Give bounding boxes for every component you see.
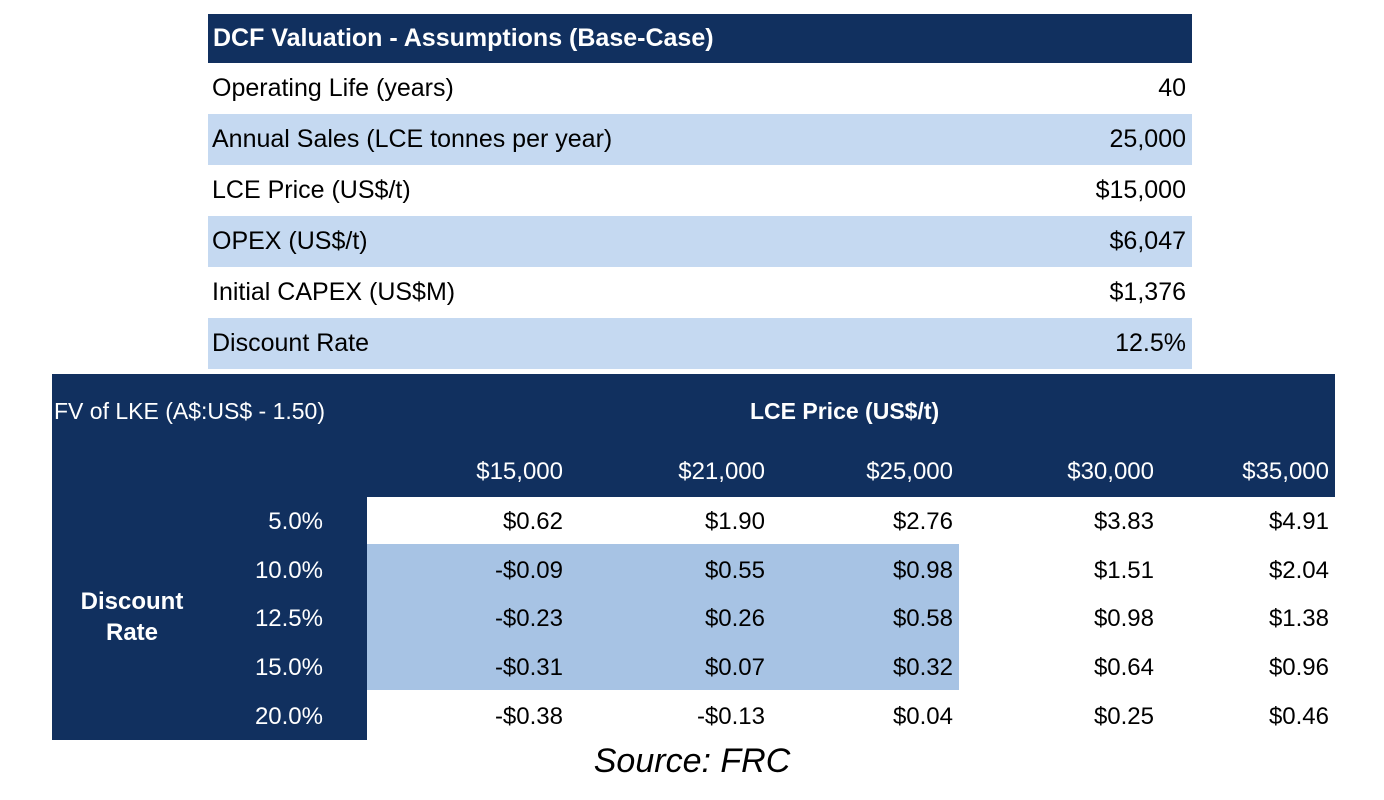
row-axis-label-line: Discount bbox=[80, 588, 184, 615]
sensitivity-cell: $0.62 bbox=[502, 508, 563, 535]
assumption-label: LCE Price (US$/t) bbox=[212, 176, 411, 204]
assumption-label: Annual Sales (LCE tonnes per year) bbox=[212, 125, 613, 153]
sensitivity-cell: -$0.38 bbox=[494, 703, 563, 730]
sensitivity-cell: $0.25 bbox=[1093, 703, 1154, 730]
sensitivity-cell: -$0.09 bbox=[494, 557, 563, 584]
assumption-value: 40 bbox=[1158, 74, 1186, 102]
sensitivity-cell: -$0.31 bbox=[494, 654, 563, 681]
source-caption: Source: FRC bbox=[593, 742, 791, 780]
assumption-label: OPEX (US$/t) bbox=[212, 227, 368, 255]
sensitivity-cell: $2.04 bbox=[1268, 557, 1329, 584]
assumption-row-opex: OPEX (US$/t) $6,047 bbox=[208, 216, 1192, 267]
assumption-value: 25,000 bbox=[1109, 125, 1186, 153]
rate-row-label: 10.0% bbox=[254, 557, 323, 584]
sensitivity-cell: $1.90 bbox=[704, 508, 765, 535]
sensitivity-cell: $0.32 bbox=[892, 654, 953, 681]
assumption-label: Initial CAPEX (US$M) bbox=[212, 278, 456, 306]
row-axis-label: Discount Rate bbox=[72, 586, 192, 648]
sensitivity-cell: $0.96 bbox=[1268, 654, 1329, 681]
assumption-row-lce-price: LCE Price (US$/t) $15,000 bbox=[208, 165, 1192, 216]
sensitivity-cell: $0.58 bbox=[892, 605, 953, 632]
rate-row-label: 12.5% bbox=[254, 605, 323, 632]
sensitivity-cell: $1.51 bbox=[1093, 557, 1154, 584]
assumption-value: $6,047 bbox=[1109, 227, 1186, 255]
sensitivity-cell: $0.55 bbox=[704, 557, 765, 584]
column-header: $30,000 bbox=[1067, 458, 1154, 485]
assumption-row-initial-capex: Initial CAPEX (US$M) $1,376 bbox=[208, 267, 1192, 318]
column-header: $21,000 bbox=[678, 458, 765, 485]
sensitivity-cell: $0.26 bbox=[704, 605, 765, 632]
assumptions-title: DCF Valuation - Assumptions (Base-Case) bbox=[213, 24, 714, 52]
sensitivity-header-band bbox=[52, 374, 1335, 497]
sensitivity-cell: $0.64 bbox=[1093, 654, 1154, 681]
assumption-row-annual-sales: Annual Sales (LCE tonnes per year) 25,00… bbox=[208, 114, 1192, 165]
assumption-row-operating-life: Operating Life (years) 40 bbox=[208, 63, 1192, 114]
sensitivity-cell: $0.98 bbox=[892, 557, 953, 584]
column-header: $35,000 bbox=[1242, 458, 1329, 485]
sensitivity-table: FV of LKE (A$:US$ - 1.50) LCE Price (US$… bbox=[52, 374, 1335, 740]
rate-row-label: 15.0% bbox=[254, 654, 323, 681]
sensitivity-cell: $0.07 bbox=[704, 654, 765, 681]
assumptions-table: DCF Valuation - Assumptions (Base-Case) … bbox=[208, 14, 1192, 369]
sensitivity-highlight-region bbox=[367, 544, 959, 690]
assumption-value: $1,376 bbox=[1109, 278, 1186, 306]
sensitivity-cell: $0.04 bbox=[892, 703, 953, 730]
sensitivity-cell: -$0.13 bbox=[696, 703, 765, 730]
sensitivity-title: FV of LKE (A$:US$ - 1.50) bbox=[54, 398, 326, 424]
assumption-label: Operating Life (years) bbox=[212, 74, 454, 102]
sensitivity-cell: $3.83 bbox=[1093, 508, 1154, 535]
sensitivity-row-header-band bbox=[52, 497, 367, 740]
sensitivity-cell: $2.76 bbox=[892, 508, 953, 535]
column-header: $25,000 bbox=[866, 458, 953, 485]
row-axis-label-line: Rate bbox=[105, 619, 159, 646]
assumption-row-discount-rate: Discount Rate 12.5% bbox=[208, 318, 1192, 369]
assumption-value: 12.5% bbox=[1115, 329, 1186, 357]
column-axis-label: LCE Price (US$/t) bbox=[750, 398, 940, 424]
assumptions-header: DCF Valuation - Assumptions (Base-Case) bbox=[208, 14, 1192, 63]
assumption-value: $15,000 bbox=[1095, 176, 1186, 204]
sensitivity-cell: $1.38 bbox=[1268, 605, 1329, 632]
column-header: $15,000 bbox=[476, 458, 563, 485]
rate-row-label: 5.0% bbox=[268, 508, 323, 535]
sensitivity-cell: $0.98 bbox=[1093, 605, 1154, 632]
assumption-label: Discount Rate bbox=[212, 329, 370, 357]
sensitivity-cell: $0.46 bbox=[1268, 703, 1329, 730]
sensitivity-cell: $4.91 bbox=[1268, 508, 1329, 535]
rate-row-label: 20.0% bbox=[254, 703, 323, 730]
sensitivity-cell: -$0.23 bbox=[494, 605, 563, 632]
